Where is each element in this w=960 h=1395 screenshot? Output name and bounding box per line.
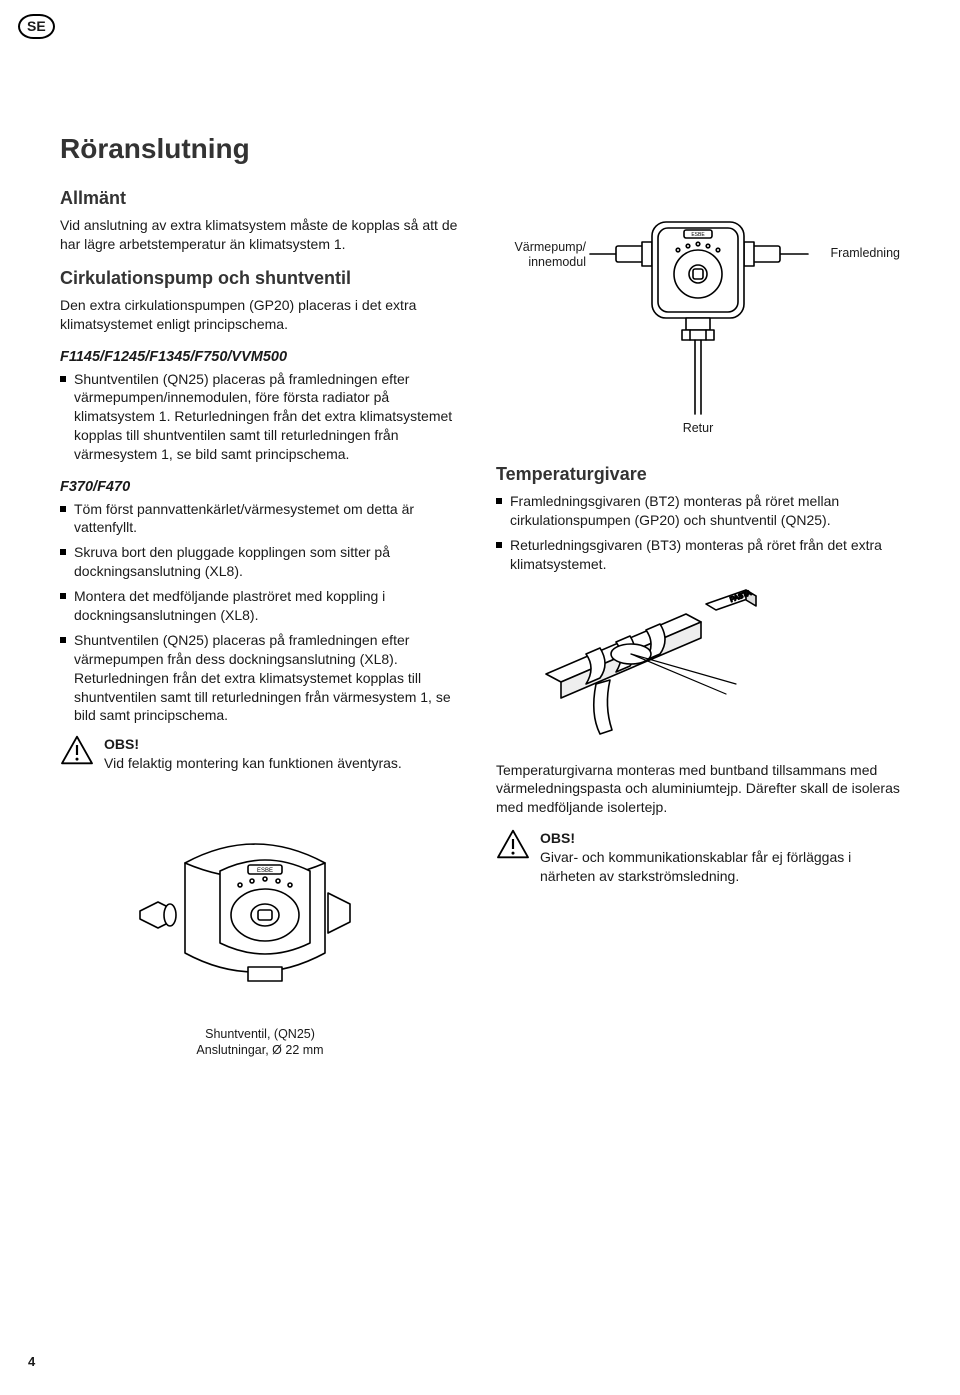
heading-model-b: F370/F470 xyxy=(60,478,460,498)
note-body: Vid felaktig montering kan funktionen äv… xyxy=(104,755,402,771)
warning-icon xyxy=(496,829,530,859)
note-box-right: OBS! Givar- och kommunikationskablar får… xyxy=(496,829,900,886)
diag-label-left: Värmepump/innemodul xyxy=(496,240,586,270)
figure-shuntventil-iso: ESBE Shuntventil, (QN25) Anslutningar, Ø… xyxy=(60,793,460,1058)
heading-model-a: F1145/F1245/F1345/F750/VVM500 xyxy=(60,348,460,368)
left-column: Allmänt Vid anslutning av extra klimatsy… xyxy=(60,186,460,1059)
diag-label-bottom: Retur xyxy=(496,421,900,436)
warning-icon xyxy=(60,735,94,765)
svg-text:ESBE: ESBE xyxy=(691,232,705,238)
list-item: Shuntventilen (QN25) placeras på framled… xyxy=(60,631,460,725)
list-item: Returledningsgivaren (BT3) monteras på r… xyxy=(496,536,900,574)
para-cirk: Den extra cirkulationspumpen (GP20) plac… xyxy=(60,296,460,334)
note-title: OBS! xyxy=(104,735,402,754)
note-title: OBS! xyxy=(540,829,900,848)
note-box-left: OBS! Vid felaktig montering kan funktion… xyxy=(60,735,460,773)
page-title: Röranslutning xyxy=(60,130,900,168)
heading-cirk: Cirkulationspump och shuntventil xyxy=(60,266,460,290)
figure-shuntventil-front: Värmepump/innemodul Framledning Retur xyxy=(496,216,900,446)
para-allmant: Vid anslutning av extra klimatsystem mås… xyxy=(60,216,460,254)
list-item: Montera det medföljande plaströret med k… xyxy=(60,587,460,625)
heading-temp: Temperaturgivare xyxy=(496,462,900,486)
country-badge: SE xyxy=(18,14,55,39)
svg-text:ESBE: ESBE xyxy=(257,868,273,874)
page-number: 4 xyxy=(28,1353,35,1371)
right-column: Värmepump/innemodul Framledning Retur xyxy=(496,186,900,1059)
list-item: Framledningsgivaren (BT2) monteras på rö… xyxy=(496,492,900,530)
heading-allmant: Allmänt xyxy=(60,186,460,210)
fig-caption-line2: Anslutningar, Ø 22 mm xyxy=(60,1042,460,1058)
figure-sensor-mount: PASTA xyxy=(526,584,900,749)
para-temp: Temperaturgivarna monteras med buntband … xyxy=(496,761,900,818)
fig-caption-line1: Shuntventil, (QN25) xyxy=(60,1026,460,1042)
note-body: Givar- och kommunikationskablar får ej f… xyxy=(540,849,851,884)
list-item: Skruva bort den pluggade kopplingen som … xyxy=(60,543,460,581)
list-item: Töm först pannvattenkärlet/värmesystemet… xyxy=(60,500,460,538)
diag-label-right: Framledning xyxy=(831,246,900,261)
list-item: Shuntventilen (QN25) placeras på framled… xyxy=(60,370,460,464)
